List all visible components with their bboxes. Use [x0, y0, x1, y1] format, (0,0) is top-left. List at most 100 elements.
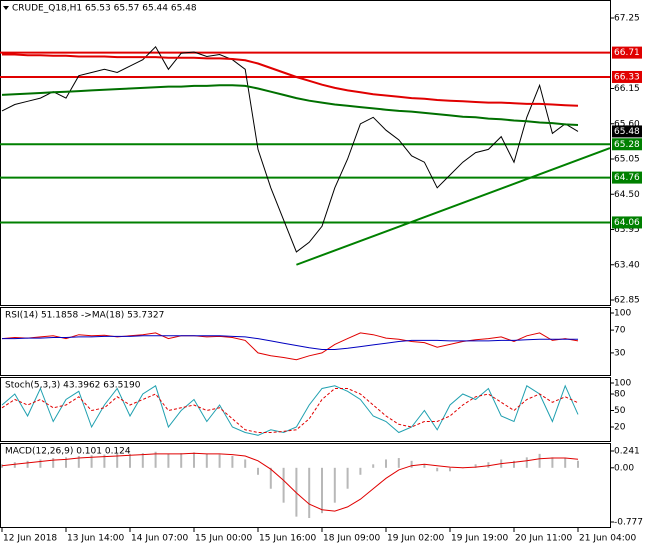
- panel-title: MACD(12,26,9) 0.101 0.124: [5, 447, 131, 457]
- histogram-bar: [551, 457, 554, 468]
- y-tick-label: 0.241: [614, 447, 640, 457]
- histogram-bar: [116, 453, 119, 468]
- x-tick-label: 20 Jun 11:00: [515, 534, 572, 544]
- histogram-bar: [205, 453, 208, 468]
- histogram-bar: [513, 460, 515, 468]
- histogram-bar: [269, 467, 272, 489]
- histogram-bar: [244, 459, 247, 468]
- x-tick-label: 19 Jun 02:00: [387, 534, 444, 544]
- price-label: 65.48: [614, 127, 640, 137]
- y-tick-label: 64.50: [614, 190, 640, 200]
- y-tick-label: 30: [614, 348, 626, 358]
- histogram-bar: [333, 467, 336, 503]
- y-tick-label: 67.25: [614, 14, 640, 24]
- y-tick-label: 20: [614, 423, 626, 433]
- x-tick-label: 13 Jun 14:00: [67, 534, 124, 544]
- y-tick-label: 65.05: [614, 155, 640, 165]
- series-line: [2, 335, 578, 350]
- y-tick-label: 0.00: [614, 463, 634, 473]
- y-tick-label: 100: [614, 309, 631, 319]
- histogram-bar: [372, 464, 375, 468]
- y-tick-label: 63.40: [614, 260, 640, 270]
- histogram-bar: [129, 453, 131, 468]
- histogram-bar: [26, 460, 29, 468]
- level-label: 64.76: [614, 173, 640, 183]
- level-label: 66.33: [614, 72, 640, 82]
- histogram-bar: [193, 452, 195, 468]
- level-label: 64.06: [614, 218, 640, 228]
- histogram-bar: [308, 467, 311, 519]
- x-tick-label: 18 Jun 09:00: [323, 534, 380, 544]
- histogram-bar: [154, 451, 157, 468]
- histogram-bar: [564, 458, 567, 468]
- histogram-bar: [487, 462, 490, 468]
- y-tick-label: 65.60: [614, 119, 640, 129]
- y-tick-label: -0.777: [614, 518, 643, 528]
- histogram-bar: [385, 459, 387, 468]
- histogram-bar: [103, 454, 106, 468]
- trend-line: [296, 147, 611, 266]
- histogram-bar: [77, 455, 80, 468]
- price-label-box: [612, 125, 642, 138]
- histogram-bar: [1, 464, 3, 468]
- panel-title: CRUDE_Q18,H1 65.53 65.57 65.44 65.48: [12, 4, 197, 14]
- series-line: [1, 45, 579, 253]
- histogram-bar: [39, 459, 42, 468]
- series-line: [1, 84, 579, 126]
- series-line: [2, 53, 579, 107]
- histogram-bar: [423, 464, 426, 468]
- level-label-box: [612, 70, 642, 83]
- level-label-box: [612, 138, 642, 151]
- histogram-bar: [321, 467, 323, 514]
- x-tick-label: 14 Jun 07:00: [131, 534, 188, 544]
- histogram-bar: [282, 467, 285, 503]
- histogram-bar: [13, 462, 16, 468]
- histogram-bar: [359, 467, 362, 475]
- level-label-box: [612, 46, 642, 59]
- histogram-bar: [474, 464, 477, 468]
- panel-frame: [0, 307, 611, 376]
- x-tick-label: 12 Jun 2018: [3, 534, 57, 544]
- histogram-bar: [449, 467, 451, 472]
- histogram-bar: [525, 457, 528, 468]
- panel-frame: [0, 0, 611, 306]
- level-label-box: [612, 171, 642, 184]
- histogram-bar: [397, 458, 400, 468]
- panel-frame: [0, 443, 611, 528]
- panel-title: RSI(14) 51.1858 ->MA(18) 53.7327: [5, 311, 164, 321]
- y-tick-label: 100: [614, 379, 631, 389]
- histogram-bar: [257, 467, 259, 475]
- histogram-bar: [410, 460, 413, 468]
- histogram-bar: [141, 453, 144, 468]
- histogram-bar: [52, 458, 55, 468]
- y-tick-label: 63.95: [614, 225, 640, 235]
- histogram-bar: [346, 467, 349, 489]
- histogram-bar: [218, 454, 221, 468]
- x-tick-label: 21 Jun 04:00: [579, 534, 636, 544]
- y-tick-label: 62.85: [614, 296, 640, 306]
- histogram-bar: [65, 457, 67, 468]
- y-tick-label: 70: [614, 326, 626, 336]
- level-label-box: [612, 216, 642, 229]
- x-tick-label: 15 Jun 00:00: [195, 534, 252, 544]
- menu-arrow: [3, 6, 9, 10]
- level-label: 66.71: [614, 48, 640, 58]
- y-tick-label: 50: [614, 406, 626, 416]
- series-line: [1, 384, 579, 436]
- y-tick-label: 80: [614, 390, 626, 400]
- histogram-bar: [436, 467, 439, 472]
- histogram-bar: [577, 460, 579, 468]
- histogram-bar: [180, 453, 183, 468]
- level-label: 65.28: [614, 140, 640, 150]
- y-tick-label: 66.15: [614, 84, 640, 94]
- histogram-bar: [90, 455, 93, 468]
- histogram-bar: [538, 453, 541, 468]
- histogram-bar: [167, 453, 170, 468]
- histogram-bar: [231, 455, 234, 468]
- panel-title: Stoch(5,3,3) 43.3962 63.5190: [5, 381, 141, 391]
- series-line: [1, 388, 579, 433]
- series-line: [1, 452, 579, 512]
- series-line: [1, 332, 579, 361]
- x-tick-label: 19 Jun 19:00: [451, 534, 508, 544]
